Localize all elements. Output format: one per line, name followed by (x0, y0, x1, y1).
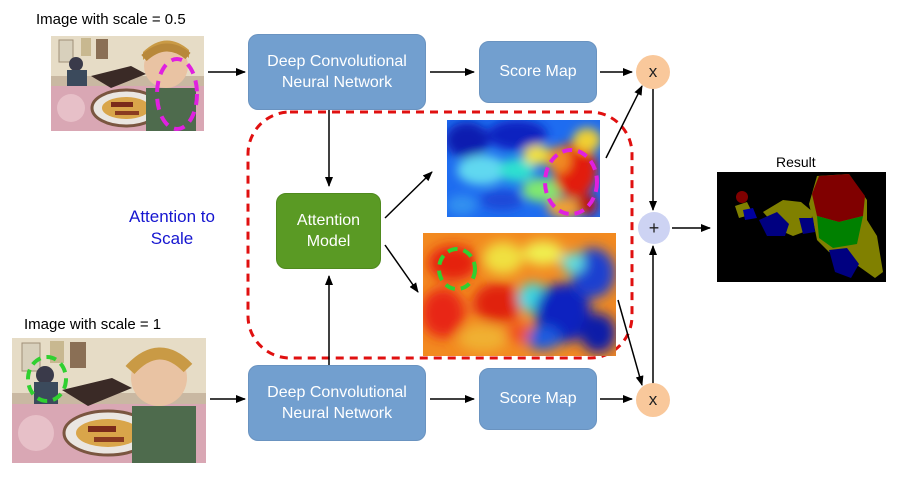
attention-model-box: Attention Model (276, 193, 381, 269)
cnn-top-line2: Neural Network (281, 74, 393, 91)
photo-scale-half (51, 36, 204, 131)
heatmap-scale-half (447, 120, 600, 217)
top-image-label: Image with scale = 0.5 (36, 11, 186, 28)
arrow-top-heatmap-to-mult (605, 85, 643, 159)
multiply-node-top: x (636, 55, 670, 89)
photo-scale-full (12, 338, 206, 463)
cnn-bottom-line1: Deep Convolutional (267, 384, 407, 401)
attention-to-scale-line2: Scale (150, 229, 194, 248)
attention-region-dashed (246, 110, 634, 360)
result-label: Result (776, 154, 816, 170)
arrow-attention-to-bottom-heatmap (384, 244, 419, 293)
cnn-box-top: Deep Convolutional Neural Network (248, 34, 426, 110)
cnn-top-line1: Deep Convolutional (267, 53, 407, 70)
arrow-attention-to-top-heatmap (384, 171, 433, 219)
attention-model-line1: Attention (296, 212, 361, 229)
plus-node: + (638, 212, 670, 244)
score-map-top: Score Map (479, 41, 597, 103)
arrow-bottom-heatmap-to-mult (617, 299, 644, 386)
cnn-box-bottom: Deep Convolutional Neural Network (248, 365, 426, 441)
attention-to-scale-line1: Attention to (128, 207, 215, 226)
segmentation-result (717, 172, 886, 282)
bottom-image-label: Image with scale = 1 (24, 316, 162, 333)
cnn-bottom-line2: Neural Network (281, 405, 393, 422)
attention-model-line2: Model (306, 233, 351, 250)
multiply-node-bottom: x (636, 383, 670, 417)
attention-to-scale-label: Attention to Scale (108, 206, 236, 250)
score-map-bottom: Score Map (479, 368, 597, 430)
heatmap-scale-full (423, 233, 616, 356)
